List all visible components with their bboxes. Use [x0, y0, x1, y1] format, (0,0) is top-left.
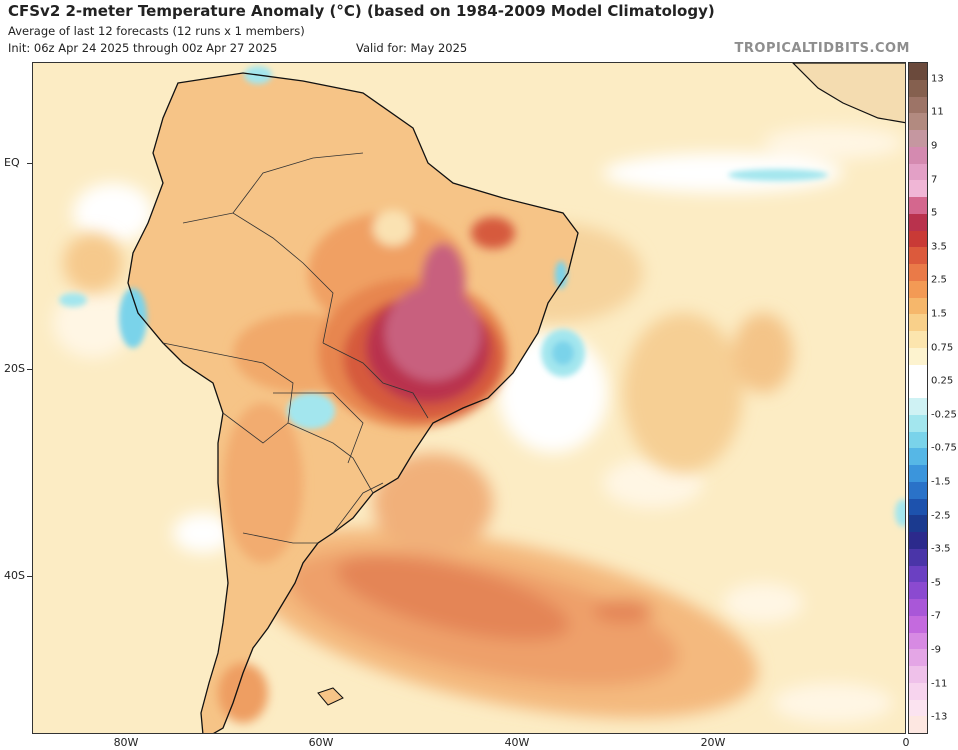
colorbar-swatch	[909, 96, 927, 114]
colorbar-swatch	[909, 682, 927, 700]
lat-label-eq: EQ	[4, 156, 20, 169]
colorbar-swatch	[909, 565, 927, 583]
colorbar-swatch	[909, 599, 927, 616]
colorbar-label: -0.75	[931, 442, 957, 454]
colorbar-label: -9	[931, 644, 941, 656]
colorbar-label: -7	[931, 610, 941, 622]
colorbar-label: -0.25	[931, 409, 957, 421]
colorbar-label: -13	[931, 711, 948, 723]
colorbar-swatch	[909, 280, 927, 298]
land-anomaly	[218, 210, 515, 723]
brand-watermark: TROPICALTIDBITS.COM	[734, 41, 910, 56]
colorbar-label: -2.5	[931, 510, 951, 522]
valid-time: Valid for: May 2025	[356, 41, 468, 55]
colorbar-swatch	[909, 63, 927, 80]
colorbar-swatch	[909, 649, 927, 666]
colorbar-swatch	[909, 180, 927, 197]
colorbar-swatch	[909, 666, 927, 683]
colorbar-swatch	[909, 146, 927, 164]
colorbar-swatch	[909, 331, 927, 348]
lon-label-40w: 40W	[504, 736, 530, 749]
lat-tick	[27, 576, 32, 577]
colorbar-label: 11	[931, 106, 944, 118]
lat-label-20s: 20S	[4, 362, 25, 375]
colorbar-swatch	[909, 431, 927, 449]
colorbar-label: 3.5	[931, 241, 947, 253]
colorbar-label: -5	[931, 577, 941, 589]
header: CFSv2 2-meter Temperature Anomaly (°C) (…	[0, 0, 958, 62]
colorbar-swatch	[909, 498, 927, 516]
coastline	[127, 72, 579, 733]
colorbar-swatch	[909, 347, 927, 365]
colorbar-label: 0.25	[931, 375, 954, 387]
colorbar-swatch	[909, 414, 927, 432]
colorbar-swatch	[909, 448, 927, 465]
colorbar-swatch	[909, 548, 927, 566]
colorbar-swatch	[909, 398, 927, 415]
cool-anomalies	[59, 66, 905, 527]
colorbar-swatch	[909, 297, 927, 315]
colorbar-swatch	[909, 197, 927, 214]
colorbar-swatch	[909, 364, 927, 382]
colorbar-swatch	[909, 481, 927, 499]
colorbar-label: 1.5	[931, 308, 947, 320]
colorbar-swatch	[909, 532, 927, 549]
anomaly-map	[32, 62, 906, 734]
colorbar-swatch	[909, 465, 927, 482]
colorbar-swatch	[909, 381, 927, 398]
colorbar-swatch	[909, 632, 927, 650]
lat-tick	[27, 163, 32, 164]
colorbar-swatch	[909, 582, 927, 599]
colorbar-swatch	[909, 130, 927, 147]
colorbar-swatch	[909, 515, 927, 532]
map-canvas	[33, 63, 905, 733]
colorbar-swatch	[909, 699, 927, 717]
colorbar-label: 0.75	[931, 342, 954, 354]
init-time: Init: 06z Apr 24 2025 through 00z Apr 27…	[8, 41, 278, 55]
map-subtitle: Average of last 12 forecasts (12 runs x …	[8, 24, 305, 38]
colorbar-label: 2.5	[931, 274, 947, 286]
colorbar-swatch	[909, 314, 927, 331]
south-atlantic-plume	[248, 453, 758, 719]
colorbar-label: 5	[931, 207, 938, 219]
country-borders	[162, 152, 429, 544]
colorbar-swatch	[909, 230, 927, 248]
colorbar-label: 7	[931, 174, 938, 186]
colorbar-swatch	[909, 79, 927, 97]
colorbar-swatch	[909, 716, 927, 733]
colorbar-legend	[908, 62, 928, 734]
lon-label-60w: 60W	[308, 736, 334, 749]
colorbar-label: -3.5	[931, 543, 951, 555]
colorbar-label: -11	[931, 678, 948, 690]
colorbar-swatch	[909, 213, 927, 231]
colorbar-swatch	[909, 247, 927, 264]
lat-tick	[27, 369, 32, 370]
lon-label-80w: 80W	[113, 736, 139, 749]
lon-label-0: 0	[902, 736, 910, 749]
lon-label-20w: 20W	[700, 736, 726, 749]
map-title: CFSv2 2-meter Temperature Anomaly (°C) (…	[8, 2, 715, 20]
colorbar-label: 13	[931, 73, 944, 85]
falklands	[317, 687, 344, 706]
colorbar-swatch	[909, 163, 927, 181]
colorbar-swatch	[909, 615, 927, 633]
colorbar-swatch	[909, 113, 927, 130]
colorbar-label: 9	[931, 140, 938, 152]
africa-coast	[792, 63, 905, 124]
colorbar-swatch	[909, 264, 927, 281]
lat-label-40s: 40S	[4, 569, 25, 582]
colorbar-label: -1.5	[931, 476, 951, 488]
